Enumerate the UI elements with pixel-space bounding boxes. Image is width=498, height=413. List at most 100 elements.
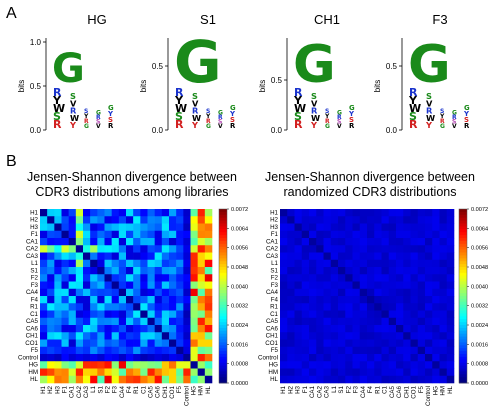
heatmap-cell [403, 332, 411, 340]
colorbar-tick-label: 0.0008 [231, 362, 248, 368]
logo-letter-S: S [452, 119, 456, 126]
heatmap-cell [83, 259, 91, 268]
heatmap-cell [330, 216, 339, 224]
heatmap-cell [446, 339, 455, 348]
heatmap-cell [359, 375, 368, 384]
heatmap-cell [439, 346, 448, 355]
heatmap-cell [439, 252, 448, 261]
heatmap-cell [140, 245, 148, 253]
heatmap-cell [118, 288, 127, 297]
heatmap-cell [330, 245, 339, 253]
heatmap-cell [287, 303, 295, 311]
heatmap-cell [97, 354, 105, 362]
heatmap-cell [54, 274, 62, 282]
heatmap-cell [97, 281, 105, 290]
colorbar-segment [459, 365, 467, 369]
heatmap-cell [417, 296, 426, 304]
colorbar-segment [459, 298, 467, 303]
heatmap-cell [183, 296, 191, 304]
heatmap-cell [68, 281, 77, 290]
heatmap-cell [204, 274, 213, 282]
heatmap-cell [280, 216, 288, 224]
heatmap-cell [61, 339, 69, 348]
heatmap-cell [374, 310, 382, 319]
heatmap-cell [396, 281, 404, 290]
heatmap-cell [183, 238, 191, 246]
heatmap-cell [330, 361, 339, 369]
logo-letter-V: V [192, 98, 199, 108]
heatmap-cell [345, 281, 353, 290]
heatmap-cell [417, 245, 426, 253]
logo-letter-S: S [175, 110, 183, 123]
heatmap-cell [204, 238, 213, 246]
heatmap-cell [40, 354, 48, 362]
heatmap-cell [352, 332, 361, 340]
heatmap-cell [359, 252, 368, 261]
heatmap-cell [425, 303, 433, 311]
heatmap-cell [403, 252, 411, 261]
heatmap-cell [381, 354, 390, 362]
heatmap-cell [301, 303, 310, 311]
colorbar-segment [459, 293, 467, 297]
heatmap-cell [61, 252, 69, 261]
heatmap-cell [61, 296, 69, 304]
heatmap-cell [147, 296, 155, 304]
heatmap-cell [316, 230, 324, 239]
heatmap-cell [359, 354, 368, 362]
heatmap-cell [176, 325, 184, 333]
heatmap-cell [126, 303, 134, 311]
colorbar-segment [459, 307, 467, 311]
heatmap-cell [345, 296, 353, 304]
heatmap-row-label: S1 [30, 267, 38, 274]
heatmap-cell [190, 281, 198, 290]
heatmap-cell [403, 245, 411, 253]
heatmap-cell [381, 230, 390, 239]
colorbar-segment [219, 298, 227, 303]
heatmap-cell [97, 252, 105, 261]
colorbar-segment [459, 255, 467, 259]
colorbar-segment [219, 269, 227, 274]
heatmap-cell [197, 267, 206, 275]
heatmap-col-label: HM [440, 386, 447, 396]
heatmap-cell [280, 325, 288, 333]
heatmap-cell [425, 288, 433, 297]
heatmap-cell [359, 267, 368, 275]
heatmap-cell [68, 317, 77, 326]
heatmap-cell [140, 223, 148, 232]
heatmap-cell [352, 209, 361, 217]
heatmap-cell [40, 346, 48, 355]
heatmap-cell [40, 332, 48, 340]
heatmap-cell [294, 339, 303, 348]
heatmap-cell [294, 332, 303, 340]
logo-title: HG [87, 12, 107, 27]
colorbar-segment [219, 301, 227, 306]
heatmap-cell [40, 296, 48, 304]
heatmap-row-label: H3 [30, 224, 38, 231]
heatmap-cell [374, 303, 382, 311]
heatmap-cell [446, 223, 455, 232]
heatmap-cell [111, 296, 120, 304]
heatmap-cell [104, 216, 112, 224]
heatmap-cell [381, 368, 390, 377]
heatmap-cell [40, 361, 48, 369]
heatmap-cell [126, 216, 134, 224]
colorbar-segment [459, 211, 467, 216]
heatmap-cell [97, 346, 105, 355]
colorbar-tick-label: 0.0064 [231, 226, 248, 232]
heatmap-cell [161, 325, 170, 333]
heatmap-cell [374, 209, 382, 217]
heatmap-cell [323, 288, 332, 297]
heatmap-cell [140, 310, 148, 319]
heatmap-cell [287, 325, 295, 333]
heatmap-cell [301, 259, 310, 268]
heatmap-cell [61, 354, 69, 362]
heatmap-cell [176, 238, 184, 246]
heatmap-cell [338, 310, 346, 319]
heatmap-col-label: CH1 [162, 385, 169, 398]
heatmap-cell [301, 274, 310, 282]
heatmap-cell [40, 238, 48, 246]
heatmap-cell [154, 281, 163, 290]
heatmap-cell [287, 288, 295, 297]
heatmap-cell [425, 332, 433, 340]
colorbar-segment [219, 293, 227, 297]
